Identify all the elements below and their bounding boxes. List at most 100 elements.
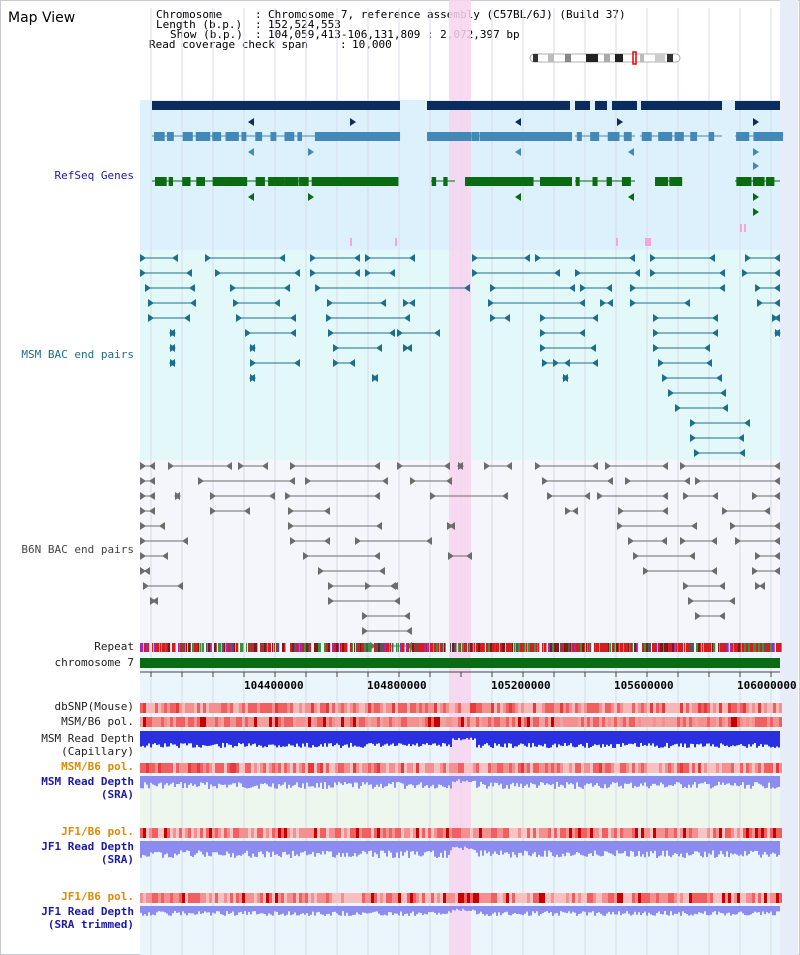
- read-depth-bar: [716, 906, 718, 915]
- read-depth-bar: [288, 776, 290, 785]
- polymorphism-cell: [563, 893, 566, 903]
- read-depth-bar: [698, 841, 700, 853]
- polymorphism-cell: [347, 893, 350, 903]
- read-depth-bar: [664, 906, 666, 912]
- read-depth-bar: [356, 731, 358, 747]
- read-depth-bar: [486, 906, 488, 915]
- polymorphism-cell: [506, 828, 509, 838]
- read-depth-bar: [582, 731, 584, 747]
- polymorphism-cell: [164, 828, 167, 838]
- read-depth-bar: [720, 776, 722, 785]
- polymorphism-cell: [296, 703, 299, 713]
- read-depth-bar: [416, 731, 418, 744]
- ideogram-band: [533, 54, 538, 62]
- repeat-block: [532, 643, 536, 652]
- read-depth-bar: [166, 841, 168, 854]
- repeat-block: [350, 643, 353, 652]
- polymorphism-cell: [728, 828, 731, 838]
- polymorphism-cell: [641, 763, 644, 773]
- read-depth-bar: [326, 776, 328, 789]
- polymorphism-cell: [671, 717, 674, 727]
- read-depth-bar: [486, 776, 488, 789]
- read-depth-bar: [240, 906, 242, 912]
- strand-arrow: [738, 434, 744, 442]
- read-depth-bar: [384, 776, 386, 787]
- strand-arrow: [310, 269, 316, 277]
- strand-arrow: [215, 269, 221, 277]
- polymorphism-cell: [503, 703, 506, 713]
- polymorphism-cell: [233, 893, 236, 903]
- read-depth-bar: [634, 906, 636, 912]
- read-depth-bar: [486, 841, 488, 854]
- polymorphism-cell: [464, 717, 467, 727]
- polymorphism-cell: [401, 828, 404, 838]
- read-depth-bar: [258, 841, 260, 853]
- gene-exon: [182, 177, 191, 186]
- polymorphism-cell: [764, 893, 767, 903]
- read-depth-bar: [600, 906, 602, 914]
- polymorphism-cell: [359, 717, 362, 727]
- read-depth-bar: [310, 731, 312, 748]
- read-depth-bar: [644, 841, 646, 858]
- polymorphism-cell: [533, 717, 536, 727]
- read-depth-bar: [372, 731, 374, 744]
- repeat-block: [298, 643, 300, 652]
- strand-arrow: [752, 492, 758, 500]
- read-depth-bar: [332, 841, 334, 857]
- read-depth-bar: [180, 776, 182, 783]
- repeat-block: [552, 643, 555, 652]
- jf1-depth-sra-sub: (SRA): [100, 853, 134, 866]
- polymorphism-cell: [251, 717, 254, 727]
- polymorphism-cell: [302, 703, 305, 713]
- polymorphism-cell: [575, 828, 578, 838]
- repeat-block: [628, 643, 630, 652]
- polymorphism-cell: [626, 893, 629, 903]
- gene-exon: [768, 132, 784, 141]
- repeat-block: [192, 643, 195, 652]
- polymorphism-cell: [434, 763, 437, 773]
- polymorphism-cell: [746, 763, 749, 773]
- polymorphism-cell: [383, 703, 386, 713]
- read-depth-bar: [220, 731, 222, 748]
- polymorphism-cell: [641, 893, 644, 903]
- polymorphism-cell: [155, 893, 158, 903]
- polymorphism-cell: [593, 763, 596, 773]
- read-depth-bar: [398, 776, 400, 782]
- polymorphism-cell: [743, 828, 746, 838]
- read-depth-bar: [776, 776, 778, 788]
- repeat-block: [218, 643, 222, 652]
- read-depth-bar: [254, 776, 256, 787]
- polymorphism-cell: [302, 717, 305, 727]
- read-depth-bar: [762, 841, 764, 855]
- polymorphism-cell: [599, 703, 602, 713]
- polymorphism-cell: [248, 703, 251, 713]
- read-depth-bar: [760, 906, 762, 915]
- polymorphism-cell: [443, 703, 446, 713]
- polymorphism-cell: [560, 828, 563, 838]
- polymorphism-cell: [674, 717, 677, 727]
- polymorphism-cell: [578, 717, 581, 727]
- read-depth-bar: [174, 841, 176, 854]
- polymorphism-cell: [536, 893, 539, 903]
- polymorphism-cell: [455, 703, 458, 713]
- read-depth-bar: [256, 731, 258, 747]
- read-depth-bar: [332, 731, 334, 747]
- read-depth-bar: [276, 731, 278, 748]
- read-depth-bar: [360, 731, 362, 748]
- read-depth-bar: [176, 776, 178, 785]
- polymorphism-cell: [614, 893, 617, 903]
- repeat-block: [262, 643, 266, 652]
- polymorphism-cell: [371, 893, 374, 903]
- repeat-block: [266, 643, 268, 652]
- strand-arrow: [553, 359, 559, 367]
- read-depth-bar: [702, 731, 704, 747]
- msm-b6-pol-label: MSM/B6 pol.: [61, 715, 134, 728]
- read-depth-bar: [712, 906, 714, 913]
- read-depth-bar: [656, 841, 658, 858]
- polymorphism-cell: [626, 828, 629, 838]
- repeat-block: [764, 643, 767, 652]
- read-depth-bar: [766, 841, 768, 855]
- repeat-block: [542, 643, 544, 652]
- polymorphism-cell: [323, 893, 326, 903]
